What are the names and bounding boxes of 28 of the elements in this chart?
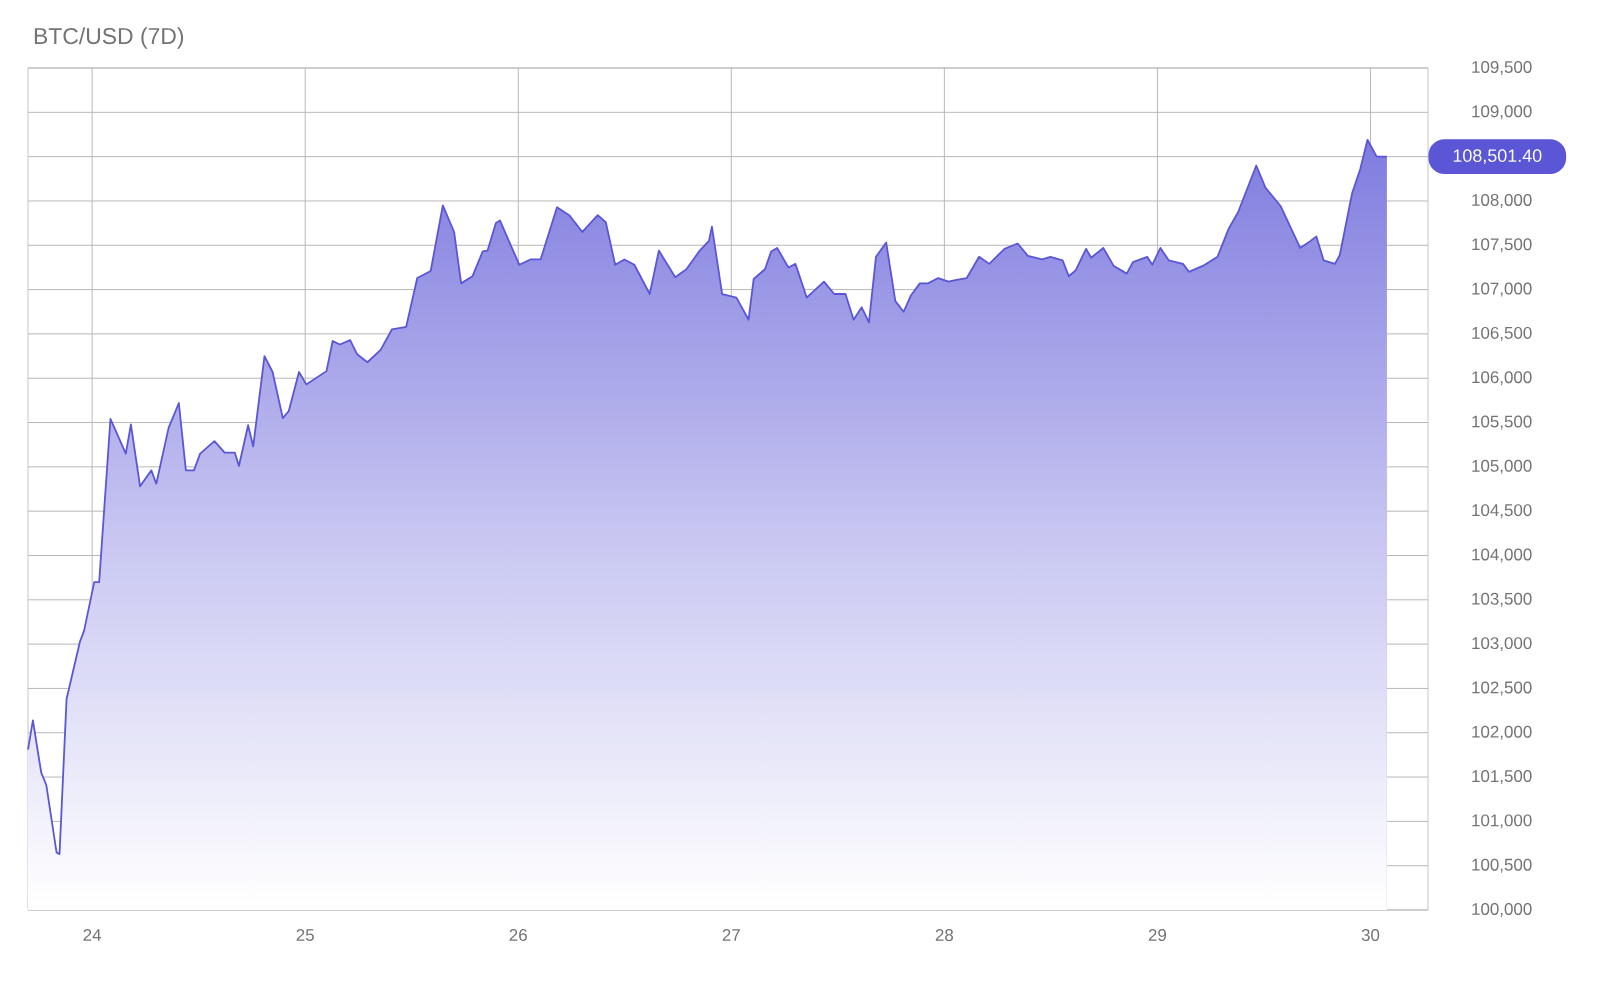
y-tick-label: 103,000: [1472, 637, 1532, 652]
x-tick-label: 26: [509, 929, 527, 942]
y-tick-label: 101,000: [1472, 814, 1532, 829]
x-tick-label: 25: [296, 929, 314, 942]
y-tick-label: 107,000: [1472, 282, 1532, 297]
text: 108,501.40: [1453, 149, 1542, 165]
x-tick-label: 30: [1361, 929, 1380, 942]
chart-title: BTC/USD (7D): [34, 27, 184, 49]
y-tick-label: 109,000: [1472, 105, 1532, 120]
y-tick-label: 103,500: [1472, 592, 1532, 607]
x-tick-label: 28: [935, 929, 954, 942]
y-tick-label: 100,000: [1472, 903, 1532, 917]
y-tick-label: 106,500: [1472, 326, 1532, 341]
y-tick-label: 108,000: [1472, 193, 1532, 208]
y-tick-label: 106,000: [1472, 371, 1532, 386]
x-tick-label: 24: [83, 929, 102, 941]
x-tick-label: 27: [722, 929, 740, 941]
y-tick-label: 107,500: [1472, 238, 1532, 253]
y-tick-label: 100,500: [1472, 858, 1532, 873]
y-tick-label: 102,500: [1472, 681, 1532, 696]
x-tick-label: 29: [1148, 929, 1167, 942]
y-tick-label: 104,000: [1472, 548, 1532, 563]
y-tick-label: 104,500: [1472, 504, 1532, 519]
y-tick-label: 105,500: [1472, 415, 1532, 430]
y-tick-label: 109,500: [1472, 61, 1532, 75]
y-tick-label: 105,000: [1472, 459, 1532, 474]
y-tick-label: 101,500: [1472, 770, 1532, 785]
y-tick-label: 102,000: [1472, 725, 1532, 740]
